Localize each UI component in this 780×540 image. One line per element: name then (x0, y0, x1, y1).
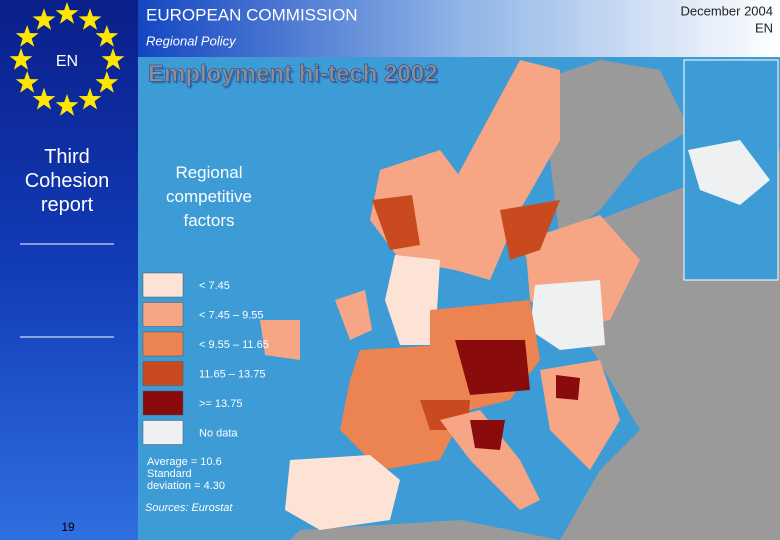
legend-label: < 7.45 – 9.55 (199, 309, 264, 321)
legend-label: < 9.55 – 11.65 (199, 339, 269, 351)
department: Regional Policy (146, 33, 237, 48)
legend-label: >= 13.75 (199, 398, 242, 410)
legend-label: 11.65 – 13.75 (199, 368, 265, 380)
source: Sources: Eurostat (145, 502, 233, 514)
star (78, 87, 102, 110)
statistic: Standard (147, 468, 192, 480)
statistic: Average = 10.6 (147, 456, 222, 468)
map (260, 60, 780, 540)
eu-stars (9, 2, 125, 116)
legend-swatch (142, 302, 184, 327)
star (55, 94, 79, 116)
header-band (138, 0, 780, 57)
legend-swatch (142, 331, 184, 357)
date: December 2004 (681, 3, 774, 18)
legend-label: No data (199, 427, 238, 439)
organization: EUROPEAN COMMISSION (146, 5, 358, 24)
legend: < 7.45 < 7.45 – 9.55 < 9.55 – 11.65 11.65 –… (142, 272, 269, 445)
legend-swatch (142, 390, 184, 416)
star (9, 48, 33, 70)
inset-land (688, 140, 770, 205)
star (78, 8, 102, 30)
language: EN (755, 20, 773, 35)
legend-swatch (142, 420, 184, 445)
legend-swatch (142, 272, 184, 298)
title-shadow: Employment hi-tech 2002 (150, 62, 439, 89)
star (15, 71, 39, 93)
subtitle-text: Regional competitive factors (166, 163, 252, 230)
slide-title: Employment hi-tech 2002 (148, 60, 437, 87)
language-badge: EN (56, 53, 78, 70)
star (101, 48, 125, 70)
report-text: Third Cohesion report (25, 146, 110, 216)
star (32, 8, 56, 30)
legend-label: < 7.45 (199, 280, 230, 292)
star (32, 87, 56, 110)
report-title: Third Cohesion report (25, 146, 110, 216)
subtitle: Regional competitive factors (166, 163, 252, 230)
star (55, 2, 79, 24)
star (95, 25, 119, 47)
star (95, 71, 119, 93)
statistic: deviation = 4.30 (147, 480, 225, 492)
star (15, 25, 39, 47)
page-number: 19 (61, 520, 75, 534)
legend-swatch (142, 361, 184, 386)
